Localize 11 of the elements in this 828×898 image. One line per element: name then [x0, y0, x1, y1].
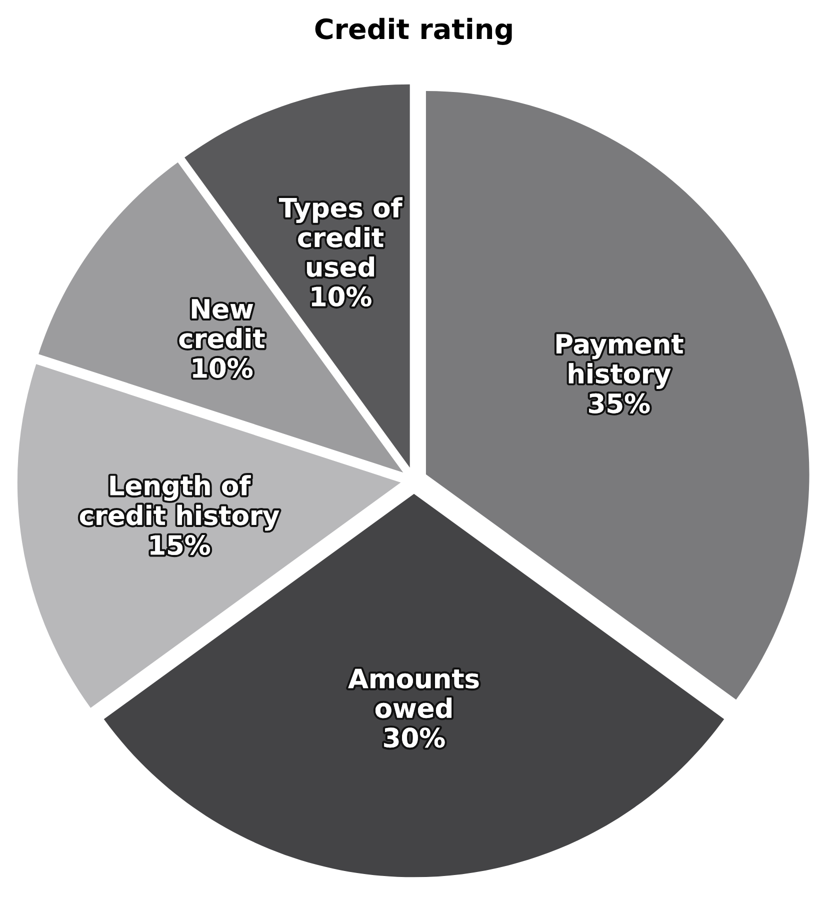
data-label: 10% — [193, 358, 252, 378]
slice-label: Payment history — [556, 334, 684, 389]
slice-label: Types of credit used — [279, 197, 402, 277]
slice-label: Amounts owed — [348, 668, 479, 718]
chart-title: Credit rating — [315, 18, 512, 45]
data-label: 35% — [589, 393, 650, 414]
data-label: 15% — [150, 535, 210, 556]
data-label: 30% — [384, 728, 445, 748]
slice-label: Length of credit history — [80, 475, 280, 531]
data-label: 10% — [312, 286, 372, 306]
slice-label: New credit — [179, 299, 265, 348]
